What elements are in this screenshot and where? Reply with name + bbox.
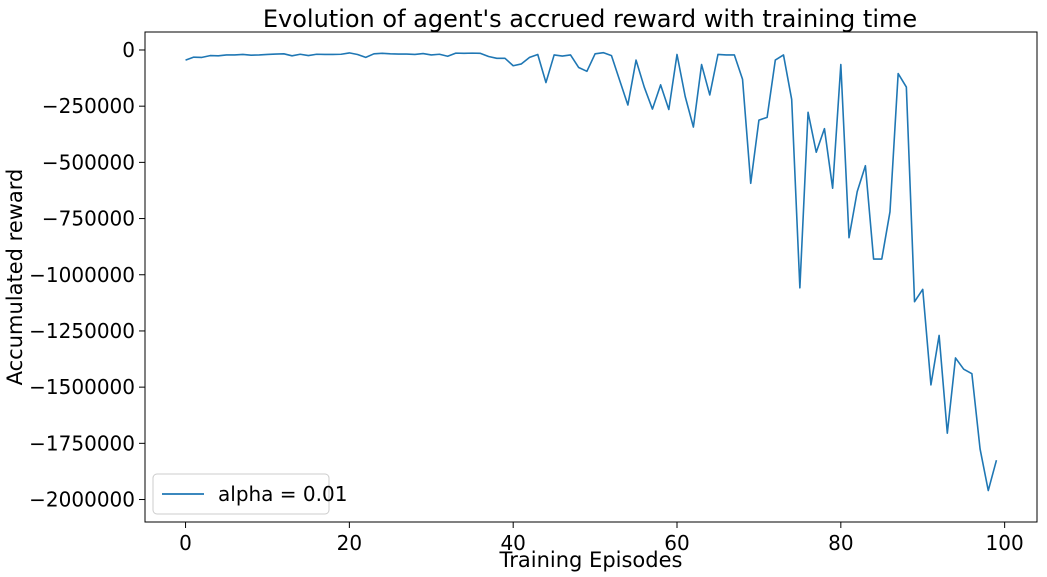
x-tick-label: 80 [828, 531, 853, 555]
series-line [185, 51, 998, 492]
x-tick-label: 40 [500, 531, 525, 555]
y-tick-label: −250000 [42, 94, 135, 118]
legend: alpha = 0.01 [152, 473, 347, 515]
y-axis-ticks: 0 −250000 −500000 −750000 −1000000 −1250000 −1… [29, 38, 145, 512]
y-tick-label: −1500000 [29, 375, 135, 399]
y-tick-label: −500000 [42, 150, 135, 174]
x-axis-label: Training Episodes [499, 548, 683, 572]
y-tick-label: −1750000 [29, 431, 135, 455]
chart-title: Evolution of agent's accrued reward with… [263, 5, 917, 33]
plot-area [144, 31, 1038, 523]
legend-box [152, 473, 330, 515]
x-tick-label: 60 [664, 531, 689, 555]
series-layer [185, 51, 998, 492]
x-tick-label: 20 [337, 531, 362, 555]
x-axis-ticks: 0 20 40 60 80 100 [179, 522, 1024, 555]
y-tick-label: −2000000 [29, 488, 135, 512]
y-tick-label: −1000000 [29, 263, 135, 287]
x-tick-label: 0 [179, 531, 192, 555]
legend-entry-label: alpha = 0.01 [218, 482, 347, 506]
x-tick-label: 100 [986, 531, 1024, 555]
y-tick-label: −1250000 [29, 319, 135, 343]
y-axis-label: Accumulated reward [3, 169, 27, 386]
y-tick-label: −750000 [42, 207, 135, 231]
y-tick-label: 0 [122, 38, 135, 62]
